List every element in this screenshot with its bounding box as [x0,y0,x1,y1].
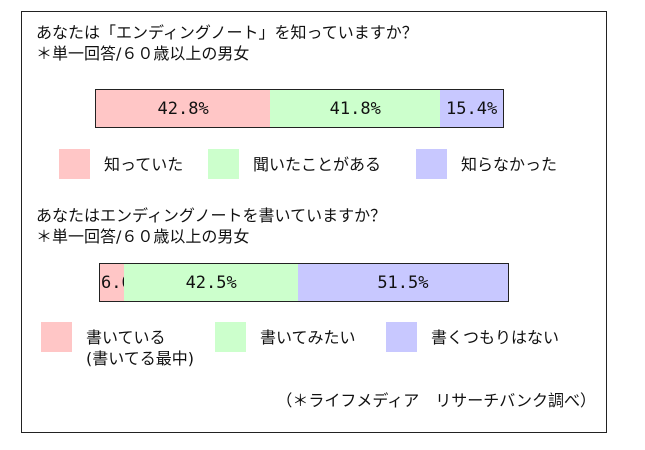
q2-legend-label-writing: 書いている (書いてる最中) [86,322,194,369]
chart-frame: あなたは「エンディングノート」を知っていますか？ ＊単一回答/６０歳以上の男女 … [21,11,607,433]
q1-stacked-bar: 42.8% 41.8% 15.4% [95,89,504,128]
q2-legend-label-no-intent: 書くつもりはない [431,328,560,347]
q2-legend-label-writing-sub: (書いてる最中) [86,349,195,368]
q2-legend-swatch-want [215,322,246,352]
q1-subtitle: ＊単一回答/６０歳以上の男女 [36,44,250,63]
q1-bar-segment-c: 15.4% [440,90,503,127]
q1-legend-label-heard: 聞いたことがある [253,155,382,174]
q2-legend-label-writing-main: 書いている [86,328,166,347]
q1-legend-swatch-unknown [416,149,447,179]
q1-data-label-a: 42.8% [157,98,209,119]
q2-legend-want: 書いてみたい [215,322,356,352]
q2-legend-swatch-no-intent [386,322,417,352]
source-note: （＊ライフメディア リサーチバンク調べ） [276,391,596,410]
q1-data-label-b: 41.8% [329,98,381,119]
q1-legend-known: 知っていた [59,149,183,179]
q1-legend-swatch-heard [208,149,239,179]
q2-stacked-bar: 6.0% 42.5% 51.5% [99,263,509,302]
q2-bar-segment-a: 6.0% [100,264,142,301]
q1-legend-label-known: 知っていた [104,155,184,174]
q1-legend-swatch-known [59,149,90,179]
q2-subtitle: ＊単一回答/６０歳以上の男女 [36,227,250,246]
q1-legend-heard: 聞いたことがある [208,149,381,179]
q2-data-label-c: 51.5% [377,272,429,293]
q2-legend-writing: 書いている (書いてる最中) [41,322,194,369]
q2-bar-segment-b: 42.5% [124,264,298,301]
q1-title: あなたは「エンディングノート」を知っていますか？ [36,23,418,42]
q1-legend-label-unknown: 知らなかった [461,155,558,174]
q2-legend-no-intent: 書くつもりはない [386,322,559,352]
q1-bar-segment-a: 42.8% [96,90,271,127]
q2-data-label-b: 42.5% [185,272,237,293]
q2-bar-segment-c: 51.5% [297,264,508,301]
q2-title: あなたはエンディングノートを書いていますか？ [36,206,387,225]
q1-legend-unknown: 知らなかった [416,149,557,179]
q1-data-label-c: 15.4% [446,98,498,119]
q1-bar-segment-b: 41.8% [270,90,441,127]
q2-legend-label-want: 書いてみたい [260,328,356,347]
q2-legend-swatch-writing [41,322,72,352]
